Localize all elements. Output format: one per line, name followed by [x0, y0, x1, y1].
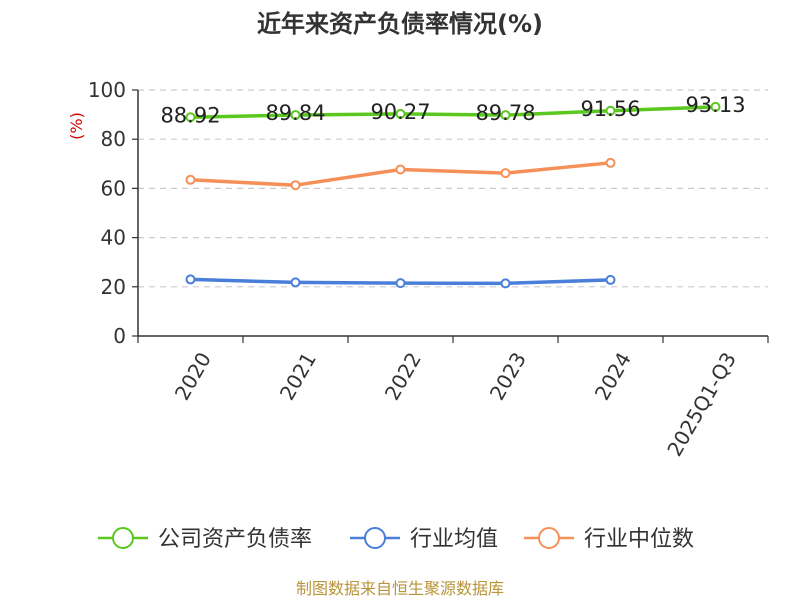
x-tick-label: 2020	[170, 348, 216, 404]
y-ticks: 0 20 40 60 80 100	[88, 78, 126, 348]
data-point	[500, 278, 511, 289]
data-label: 89.78	[475, 101, 535, 125]
y-tick-label: 60	[101, 176, 126, 200]
series-2	[185, 157, 616, 191]
x-tick-label: 2025Q1-Q3	[662, 348, 741, 460]
data-labels: 88.92 89.84 90.27 89.78 91.56 93.13	[160, 93, 745, 127]
legend-item-1: 行业均值	[350, 527, 498, 552]
data-label: 90.27	[370, 100, 430, 124]
data-point	[290, 180, 301, 191]
x-tick-label: 2021	[275, 348, 321, 404]
legend-label: 行业均值	[410, 527, 498, 552]
legend-marker	[538, 527, 560, 549]
y-tick-label: 40	[101, 226, 126, 250]
y-tick-label: 20	[101, 275, 126, 299]
y-tick-label: 80	[101, 127, 126, 151]
y-tick-label: 100	[88, 78, 126, 102]
data-point	[500, 168, 511, 179]
data-point	[605, 274, 616, 285]
legend: 公司资产负债率 行业均值 行业中位数	[98, 527, 694, 552]
chart-title: 近年来资产负债率情况(%)	[257, 10, 543, 38]
x-ticks: 2020 2021 2022 2023 2024 2025Q1-Q3	[170, 348, 741, 460]
x-tick-label: 2022	[380, 348, 426, 404]
grid	[138, 89, 768, 288]
data-point	[395, 108, 406, 119]
x-tick-label: 2023	[485, 348, 531, 404]
legend-marker	[112, 527, 134, 549]
data-label: 91.56	[580, 97, 640, 121]
data-point	[605, 157, 616, 168]
x-tick-label: 2024	[590, 348, 636, 404]
legend-label: 行业中位数	[584, 527, 694, 552]
data-point	[395, 164, 406, 175]
data-point	[290, 109, 301, 120]
series-0	[185, 101, 721, 123]
data-point	[710, 101, 721, 112]
data-point	[605, 105, 616, 116]
series-line	[190, 105, 716, 120]
data-point	[185, 112, 196, 123]
legend-item-2: 行业中位数	[524, 527, 694, 552]
y-axis-label: (%)	[67, 112, 86, 140]
series-group	[185, 101, 721, 289]
y-tick-label: 0	[113, 324, 126, 348]
data-label: 89.84	[265, 101, 325, 125]
data-point	[290, 277, 301, 288]
legend-label: 公司资产负债率	[158, 527, 312, 552]
series-1	[185, 274, 616, 289]
data-point	[500, 110, 511, 121]
source-text: 制图数据来自恒生聚源数据库	[296, 579, 504, 598]
data-point	[395, 278, 406, 289]
data-point	[185, 174, 196, 185]
legend-item-0: 公司资产负债率	[98, 527, 312, 552]
axes	[132, 89, 769, 343]
legend-marker	[364, 527, 386, 549]
data-label: 93.13	[685, 93, 745, 117]
data-point	[185, 274, 196, 285]
data-label: 88.92	[160, 103, 220, 127]
